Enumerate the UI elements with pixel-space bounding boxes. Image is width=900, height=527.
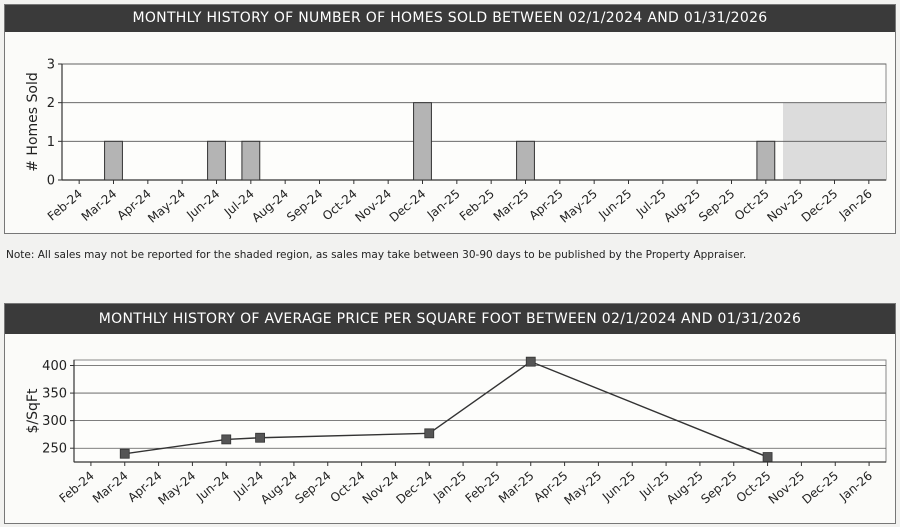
x-tick-label: Nov-24 — [360, 469, 402, 507]
x-tick-label: Nov-25 — [764, 187, 806, 225]
data-point — [424, 428, 435, 439]
plot-area — [73, 359, 887, 463]
x-tick-label: Oct-24 — [320, 187, 360, 224]
data-point — [762, 452, 773, 462]
x-tick-label: May-24 — [145, 187, 188, 226]
bar — [241, 140, 261, 181]
series-line — [124, 360, 768, 458]
x-tick-label: May-25 — [561, 469, 604, 508]
x-tick-label: Mar-25 — [491, 187, 532, 224]
x-tick-label: Jan-26 — [836, 469, 875, 505]
x-tick-label: Sep-24 — [292, 469, 333, 507]
data-point — [221, 434, 232, 445]
y-tick-label: 300 — [42, 414, 67, 429]
bar — [756, 140, 776, 181]
x-tick-label: Aug-24 — [258, 469, 300, 507]
bar — [413, 102, 432, 181]
x-tick-label: Oct-25 — [732, 187, 772, 224]
y-axis-label: # Homes Sold — [25, 72, 41, 172]
x-tick-label: Feb-24 — [57, 469, 97, 506]
y-axis-label: $/SqFt — [25, 388, 41, 433]
data-point — [255, 432, 265, 443]
bar — [516, 140, 535, 181]
x-tick-label: Feb-24 — [45, 187, 85, 224]
x-tick-label: Sep-25 — [696, 187, 737, 225]
x-tick-label: Dec-24 — [387, 187, 429, 225]
y-tick-label: 2 — [47, 96, 55, 111]
x-tick-label: Jan-26 — [836, 187, 875, 223]
x-tick-label: Jan-25 — [424, 187, 463, 223]
x-tick-label: Dec-25 — [799, 469, 841, 507]
x-tick-label: Dec-24 — [393, 469, 435, 507]
x-tick-label: Jun-25 — [595, 187, 634, 223]
homes-sold-title: MONTHLY HISTORY OF NUMBER OF HOMES SOLD … — [5, 5, 895, 32]
x-tick-label: Jan-25 — [430, 469, 469, 505]
y-tick-label: 3 — [47, 58, 55, 73]
bar — [104, 140, 123, 181]
data-point — [119, 448, 130, 459]
x-tick-label: Jun-25 — [599, 469, 638, 505]
x-tick-label: Sep-25 — [698, 469, 739, 507]
price-per-sqft-title: MONTHLY HISTORY OF AVERAGE PRICE PER SQU… — [5, 304, 895, 334]
x-tick-label: Sep-24 — [284, 187, 325, 225]
y-tick-label: 400 — [42, 359, 67, 374]
homes-sold-panel: MONTHLY HISTORY OF NUMBER OF HOMES SOLD … — [4, 4, 896, 234]
shaded-region-note: Note: All sales may not be reported for … — [6, 249, 747, 261]
x-tick-label: Mar-24 — [90, 469, 131, 506]
x-tick-label: Aug-25 — [664, 469, 706, 507]
plot-area — [61, 63, 887, 181]
x-tick-label: Mar-24 — [79, 187, 120, 224]
y-tick-label: 250 — [42, 442, 67, 457]
data-point — [525, 356, 536, 367]
x-tick-label: Jun-24 — [193, 469, 232, 505]
y-tick-label: 1 — [47, 135, 55, 150]
price-per-sqft-chart: 250300350400Feb-24Mar-24Apr-24May-24Jun-… — [25, 356, 887, 508]
x-tick-label: Dec-25 — [799, 187, 841, 225]
x-tick-label: Feb-25 — [457, 187, 497, 224]
x-tick-label: Nov-24 — [352, 187, 394, 225]
x-tick-label: May-24 — [155, 469, 198, 508]
y-tick-label: 350 — [42, 387, 67, 402]
bar — [207, 140, 226, 181]
y-tick-label: 0 — [47, 174, 55, 189]
x-tick-label: Nov-25 — [766, 469, 808, 507]
price-per-sqft-panel: MONTHLY HISTORY OF AVERAGE PRICE PER SQU… — [4, 303, 896, 524]
x-tick-label: Feb-25 — [463, 469, 503, 506]
x-tick-label: Jun-24 — [183, 187, 222, 223]
x-tick-label: May-25 — [557, 187, 600, 226]
x-tick-label: Aug-24 — [249, 187, 291, 225]
x-tick-label: Aug-25 — [661, 187, 703, 225]
x-tick-label: Mar-25 — [496, 469, 537, 506]
